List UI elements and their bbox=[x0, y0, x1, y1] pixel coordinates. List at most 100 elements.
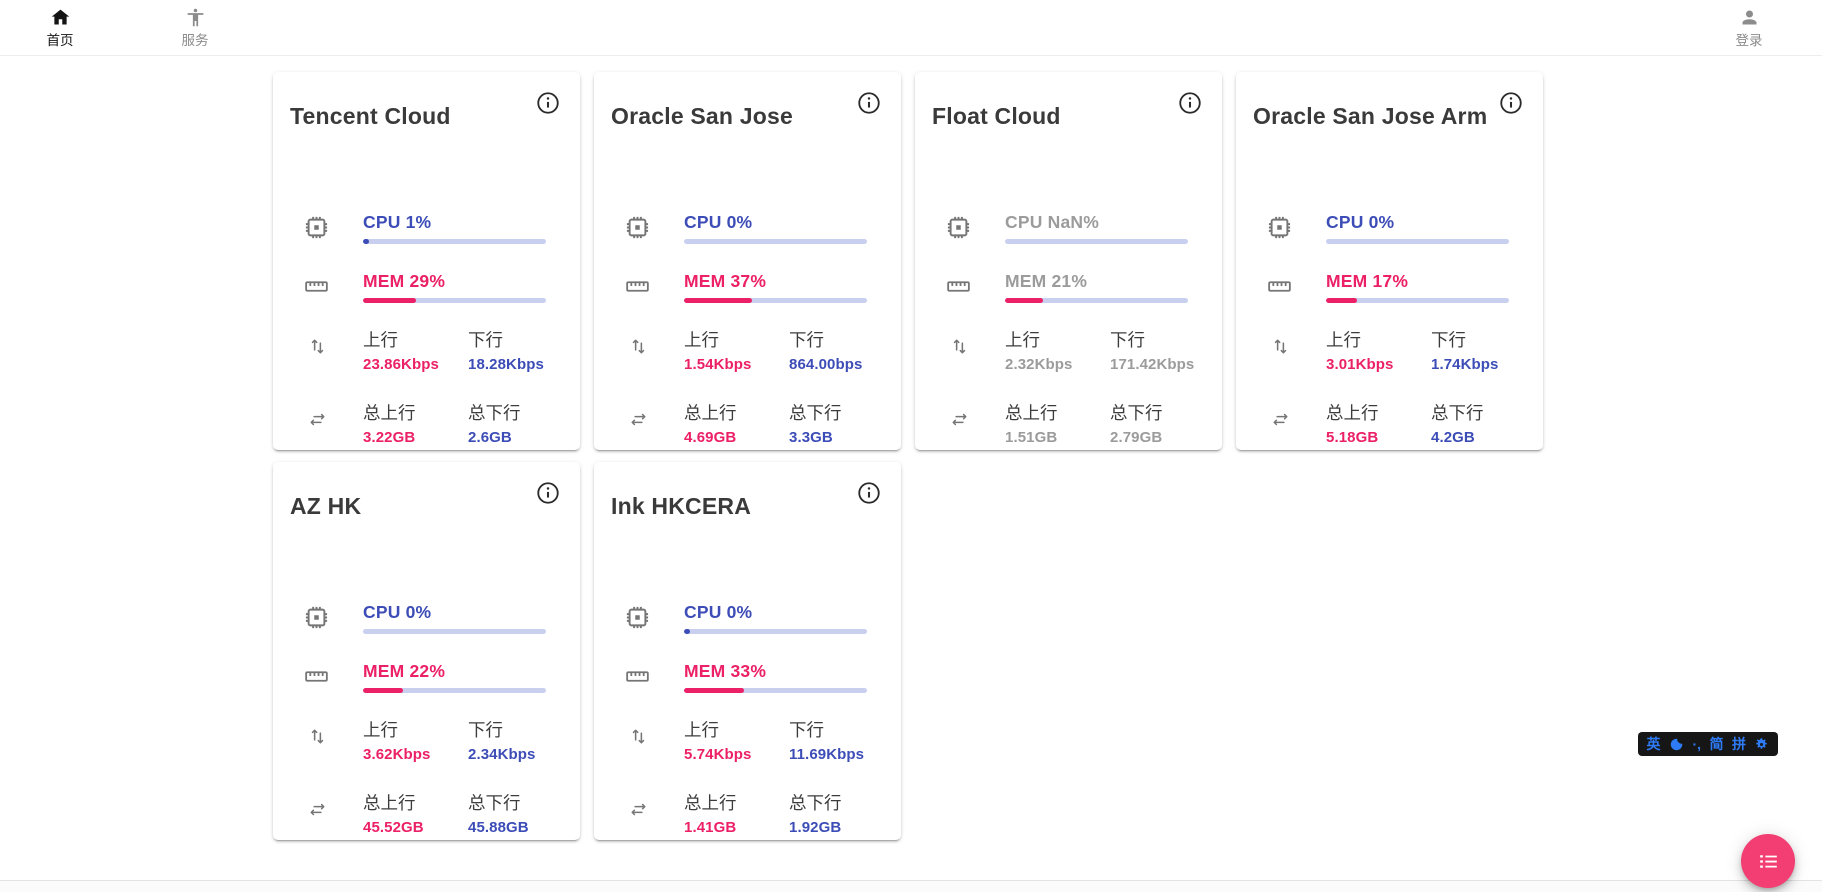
ime-punctuation-toggle[interactable]: ·, bbox=[1692, 736, 1702, 752]
updown-arrows-icon bbox=[1266, 327, 1326, 373]
upload-value: 1.54Kbps bbox=[684, 356, 752, 374]
network-rates: 上行 5.74Kbps 下行 11.69Kbps bbox=[684, 717, 901, 763]
mem-progress-bar bbox=[1005, 298, 1188, 304]
list-icon bbox=[1756, 849, 1781, 874]
total-download-label: 总下行 bbox=[789, 403, 842, 424]
network-totals: 总上行 3.22GB 总下行 2.6GB bbox=[363, 400, 580, 446]
cpu-label: CPU 0% bbox=[1326, 212, 1395, 233]
download-value: 18.28Kbps bbox=[468, 356, 544, 374]
upload-cell: 上行 5.74Kbps bbox=[684, 717, 789, 763]
total-download-value: 45.88GB bbox=[468, 819, 529, 837]
upload-cell: 上行 1.54Kbps bbox=[684, 327, 789, 373]
download-label: 下行 bbox=[789, 720, 824, 741]
nav-login-label: 登录 bbox=[1735, 32, 1763, 48]
card-header: Oracle San Jose Arm bbox=[1236, 90, 1543, 149]
gear-icon[interactable] bbox=[1754, 737, 1769, 752]
network-rate-row: 上行 2.32Kbps 下行 171.42Kbps bbox=[915, 327, 1222, 373]
person-icon bbox=[185, 7, 206, 28]
total-upload-value: 5.18GB bbox=[1326, 429, 1379, 447]
mem-progress-bar bbox=[363, 298, 546, 304]
info-icon[interactable] bbox=[1177, 90, 1203, 116]
total-upload-label: 总上行 bbox=[684, 793, 737, 814]
swap-horizontal-icon bbox=[624, 790, 684, 836]
total-upload-cell: 总上行 5.18GB bbox=[1326, 400, 1431, 446]
cpu-gauge: CPU 0% bbox=[684, 602, 901, 635]
total-upload-cell: 总上行 1.41GB bbox=[684, 790, 789, 836]
top-navbar: 首页 服务 登录 bbox=[0, 0, 1822, 56]
mem-gauge: MEM 33% bbox=[684, 661, 901, 694]
info-icon[interactable] bbox=[535, 480, 561, 506]
cpu-progress-fill bbox=[684, 629, 690, 635]
network-rate-row: 上行 5.74Kbps 下行 11.69Kbps bbox=[594, 717, 901, 763]
updown-arrows-icon bbox=[303, 717, 363, 763]
nav-item-login[interactable]: 登录 bbox=[1725, 7, 1773, 49]
network-totals: 总上行 5.18GB 总下行 4.2GB bbox=[1326, 400, 1543, 446]
mem-progress-bar bbox=[1326, 298, 1509, 304]
server-card: Ink HKCERA CPU 0% MEM 33% bbox=[594, 462, 901, 840]
server-list-fab[interactable] bbox=[1741, 834, 1795, 888]
cpu-row: CPU 0% bbox=[594, 602, 901, 635]
cpu-row: CPU 1% bbox=[273, 212, 580, 245]
mem-progress-fill bbox=[684, 298, 752, 304]
cpu-progress-bar bbox=[684, 239, 867, 245]
cpu-gauge: CPU 0% bbox=[1326, 212, 1543, 245]
mem-row: MEM 29% bbox=[273, 271, 580, 304]
server-name: Tencent Cloud bbox=[290, 103, 451, 129]
cpu-progress-fill bbox=[363, 239, 369, 245]
swap-horizontal-icon bbox=[1266, 400, 1326, 446]
ime-simplified-toggle[interactable]: 简 bbox=[1709, 736, 1724, 752]
info-icon[interactable] bbox=[856, 90, 882, 116]
total-upload-cell: 总上行 45.52GB bbox=[363, 790, 468, 836]
download-value: 1.74Kbps bbox=[1431, 356, 1499, 374]
upload-label: 上行 bbox=[363, 330, 398, 351]
server-card: Tencent Cloud CPU 1% MEM 29% bbox=[273, 72, 580, 450]
card-stats: CPU 0% MEM 37% bbox=[594, 212, 901, 446]
upload-label: 上行 bbox=[363, 720, 398, 741]
network-totals: 总上行 45.52GB 总下行 45.88GB bbox=[363, 790, 580, 836]
network-totals: 总上行 1.51GB 总下行 2.79GB bbox=[1005, 400, 1222, 446]
upload-cell: 上行 23.86Kbps bbox=[363, 327, 468, 373]
updown-arrows-icon bbox=[303, 327, 363, 373]
total-download-value: 3.3GB bbox=[789, 429, 833, 447]
network-rates: 上行 23.86Kbps 下行 18.28Kbps bbox=[363, 327, 580, 373]
total-download-value: 1.92GB bbox=[789, 819, 842, 837]
cpu-icon bbox=[945, 212, 1005, 244]
updown-arrows-icon bbox=[624, 717, 684, 763]
moon-icon[interactable] bbox=[1669, 737, 1684, 752]
upload-value: 5.74Kbps bbox=[684, 746, 752, 764]
network-rate-row: 上行 23.86Kbps 下行 18.28Kbps bbox=[273, 327, 580, 373]
server-card: Oracle San Jose CPU 0% MEM 37% bbox=[594, 72, 901, 450]
cpu-gauge: CPU 0% bbox=[684, 212, 901, 245]
cpu-row: CPU 0% bbox=[594, 212, 901, 245]
total-download-label: 总下行 bbox=[468, 403, 521, 424]
ime-status-bar: 英 ·, 简 拼 bbox=[1638, 732, 1778, 756]
cpu-label: CPU 0% bbox=[684, 212, 753, 233]
mem-row: MEM 22% bbox=[273, 661, 580, 694]
cpu-row: CPU 0% bbox=[273, 602, 580, 635]
ime-pinyin-mode[interactable]: 拼 bbox=[1731, 736, 1746, 752]
account-icon bbox=[1739, 7, 1760, 28]
memory-icon bbox=[1266, 271, 1326, 303]
server-card: Float Cloud CPU NaN% MEM 21% bbox=[915, 72, 1222, 450]
upload-label: 上行 bbox=[684, 720, 719, 741]
network-total-row: 总上行 5.18GB 总下行 4.2GB bbox=[1236, 400, 1543, 446]
nav-item-home[interactable]: 首页 bbox=[36, 7, 84, 49]
network-rate-row: 上行 1.54Kbps 下行 864.00bps bbox=[594, 327, 901, 373]
ime-language-toggle[interactable]: 英 bbox=[1646, 736, 1661, 752]
swap-horizontal-icon bbox=[624, 400, 684, 446]
info-icon[interactable] bbox=[856, 480, 882, 506]
total-download-value: 2.6GB bbox=[468, 429, 512, 447]
cpu-progress-bar bbox=[684, 629, 867, 635]
card-stats: CPU NaN% MEM 21% bbox=[915, 212, 1222, 446]
info-icon[interactable] bbox=[1498, 90, 1524, 116]
info-icon[interactable] bbox=[535, 90, 561, 116]
total-upload-cell: 总上行 3.22GB bbox=[363, 400, 468, 446]
total-download-label: 总下行 bbox=[1110, 403, 1163, 424]
download-cell: 下行 171.42Kbps bbox=[1110, 327, 1222, 373]
updown-arrows-icon bbox=[945, 327, 1005, 373]
total-upload-value: 45.52GB bbox=[363, 819, 424, 837]
cpu-label: CPU 0% bbox=[684, 602, 753, 623]
nav-item-services[interactable]: 服务 bbox=[171, 7, 219, 49]
total-upload-label: 总上行 bbox=[1005, 403, 1058, 424]
network-total-row: 总上行 3.22GB 总下行 2.6GB bbox=[273, 400, 580, 446]
